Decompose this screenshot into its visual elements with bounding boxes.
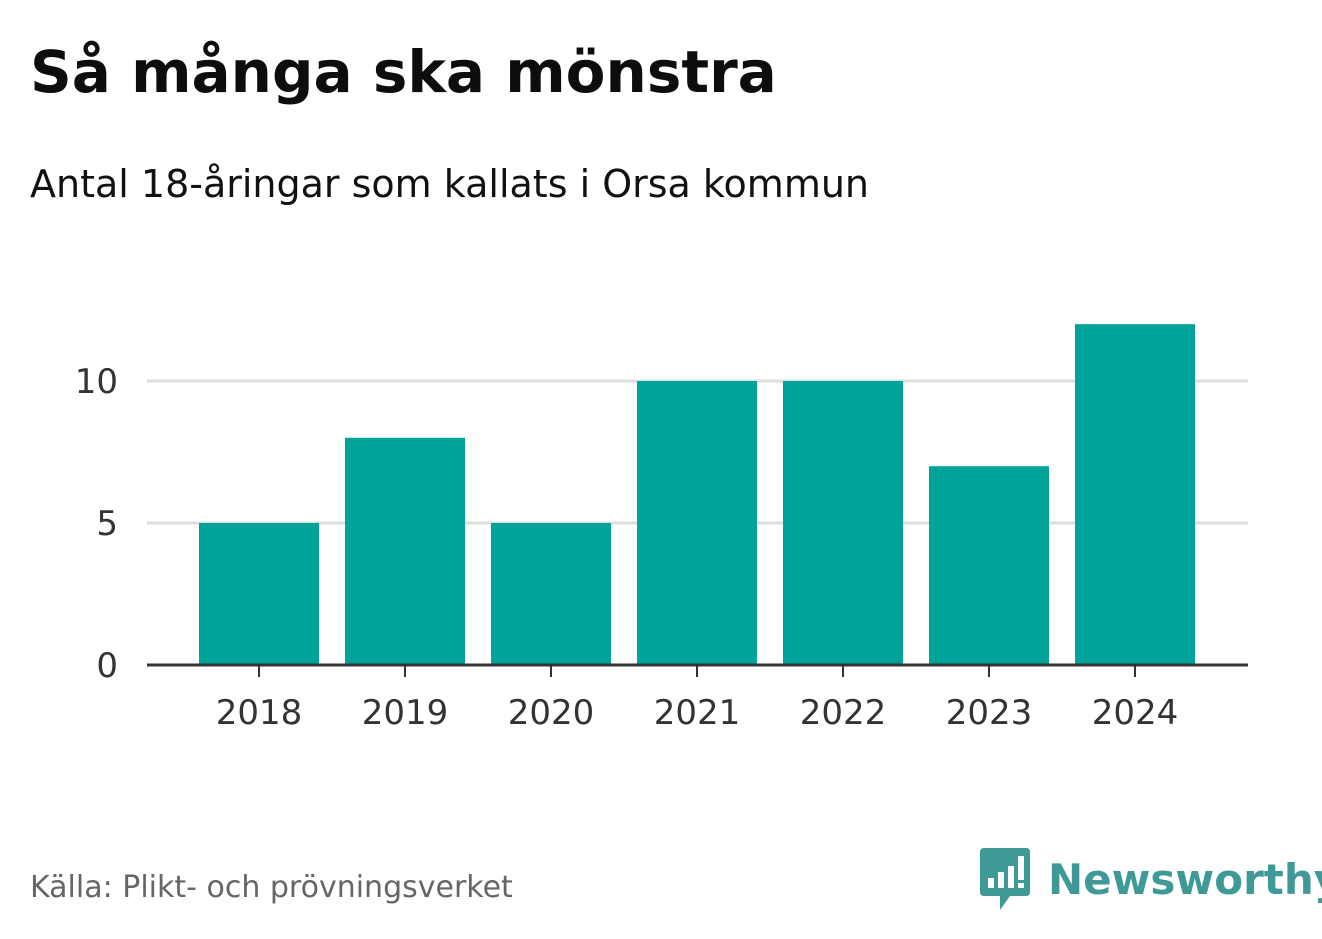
x-tick-label: 2024 bbox=[1092, 693, 1179, 733]
bar-2023 bbox=[929, 466, 1049, 665]
bars bbox=[199, 324, 1195, 665]
brand-logo: Newsworthy bbox=[980, 848, 1322, 910]
bar-2020 bbox=[491, 523, 611, 665]
newsworthy-logo-icon bbox=[980, 848, 1030, 910]
x-tick-label: 2023 bbox=[946, 693, 1033, 733]
chart-subtitle: Antal 18-åringar som kallats i Orsa komm… bbox=[30, 162, 870, 206]
y-tick-label: 10 bbox=[75, 362, 118, 402]
x-tick-label: 2021 bbox=[654, 693, 741, 733]
x-tick-label: 2020 bbox=[508, 693, 595, 733]
chart-title: Så många ska mönstra bbox=[30, 38, 777, 106]
bar-2019 bbox=[345, 437, 465, 665]
y-tick-label: 0 bbox=[96, 646, 118, 686]
y-tick-label: 5 bbox=[96, 504, 118, 544]
axes: 0 5 10 2018 2019 2020 2021 2022 2023 2024 bbox=[75, 362, 1248, 733]
bar-2022 bbox=[783, 381, 903, 665]
bar-2021 bbox=[637, 381, 757, 665]
bar-2018 bbox=[199, 523, 319, 665]
source-note: Källa: Plikt- och prövningsverket bbox=[30, 870, 513, 905]
x-tick-label: 2018 bbox=[216, 693, 303, 733]
bar-2024 bbox=[1075, 324, 1195, 665]
x-tick-label: 2019 bbox=[362, 693, 449, 733]
x-tick-label: 2022 bbox=[800, 693, 887, 733]
brand-name: Newsworthy bbox=[1048, 854, 1322, 904]
